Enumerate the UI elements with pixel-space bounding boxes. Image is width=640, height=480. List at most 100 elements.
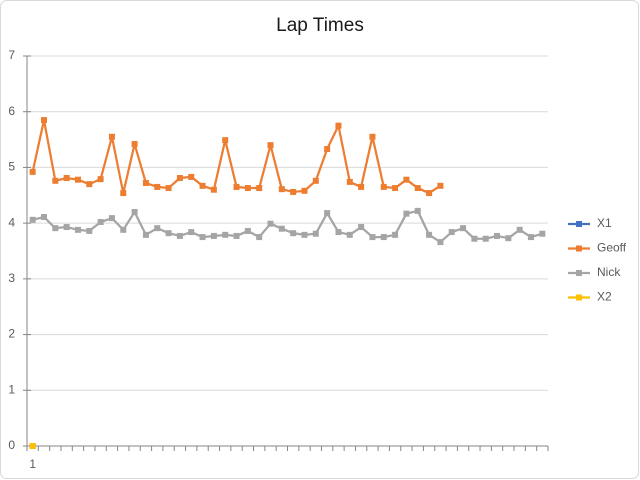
data-point xyxy=(40,117,47,124)
data-point xyxy=(29,216,36,223)
y-tick-label: 5 xyxy=(8,160,15,174)
series-line xyxy=(32,209,543,244)
data-point xyxy=(437,239,444,246)
legend-marker xyxy=(576,245,582,252)
data-point xyxy=(165,230,172,237)
data-point xyxy=(414,207,421,214)
y-tick-label: 3 xyxy=(8,271,15,285)
data-point xyxy=(369,133,376,140)
data-point xyxy=(358,224,365,231)
data-point xyxy=(448,229,455,236)
data-point xyxy=(97,219,104,226)
data-point xyxy=(86,227,93,234)
data-point xyxy=(471,235,478,242)
data-point xyxy=(528,234,535,241)
data-point xyxy=(482,235,489,242)
data-point xyxy=(74,226,81,233)
data-point xyxy=(97,176,104,183)
x-tick-label: 1 xyxy=(29,457,36,471)
chart-title: Lap Times xyxy=(276,15,364,36)
data-point xyxy=(120,226,127,233)
data-point xyxy=(335,122,342,129)
data-point xyxy=(244,227,251,234)
y-tick-label: 4 xyxy=(8,215,15,229)
data-point xyxy=(199,234,206,241)
data-point xyxy=(403,210,410,217)
data-point xyxy=(335,229,342,236)
legend-marker xyxy=(576,294,582,301)
data-point xyxy=(426,190,433,197)
data-point xyxy=(278,225,285,232)
data-point xyxy=(290,188,297,195)
data-point xyxy=(108,133,115,140)
data-point xyxy=(86,181,93,188)
data-point xyxy=(233,232,240,239)
data-point xyxy=(301,231,308,238)
y-tick-label: 0 xyxy=(8,438,15,452)
data-point xyxy=(199,182,206,189)
y-tick-label: 2 xyxy=(8,327,15,341)
data-point xyxy=(301,187,308,194)
data-point xyxy=(290,230,297,237)
data-point xyxy=(52,177,59,184)
y-tick-label: 1 xyxy=(8,382,15,396)
y-tick-label: 6 xyxy=(8,104,15,118)
data-point xyxy=(324,210,331,217)
data-point xyxy=(380,234,387,241)
data-point xyxy=(346,178,353,185)
data-point xyxy=(256,185,263,192)
data-point xyxy=(494,232,501,239)
data-point xyxy=(312,177,319,184)
legend-label: Geoff xyxy=(597,241,627,255)
data-point xyxy=(539,230,546,237)
data-point xyxy=(63,224,70,231)
data-point xyxy=(29,168,36,175)
legend-label: X2 xyxy=(597,290,612,304)
data-point xyxy=(176,175,183,182)
legend-label: X1 xyxy=(597,216,612,230)
legend-marker xyxy=(576,221,582,227)
data-point xyxy=(52,225,59,232)
data-point xyxy=(392,231,399,238)
y-tick-label: 7 xyxy=(8,48,15,62)
data-point xyxy=(154,183,161,190)
data-point xyxy=(426,231,433,238)
data-point xyxy=(437,182,444,189)
legend-marker xyxy=(576,270,582,276)
data-point xyxy=(516,226,523,233)
data-point xyxy=(63,175,70,182)
data-point xyxy=(188,173,195,180)
data-point xyxy=(29,443,36,449)
data-point xyxy=(188,229,195,236)
data-point xyxy=(312,230,319,237)
data-point xyxy=(460,225,467,232)
data-point xyxy=(233,183,240,190)
data-point xyxy=(278,186,285,193)
data-point xyxy=(142,180,149,187)
data-point xyxy=(120,190,127,197)
data-point xyxy=(222,231,229,238)
data-point xyxy=(256,234,263,241)
data-point xyxy=(267,142,274,149)
data-point xyxy=(210,232,217,239)
data-point xyxy=(154,225,161,232)
data-point xyxy=(176,232,183,239)
data-point xyxy=(244,185,251,192)
data-point xyxy=(380,183,387,190)
data-point xyxy=(142,231,149,238)
data-point xyxy=(165,185,172,192)
data-point xyxy=(108,215,115,222)
data-point xyxy=(403,176,410,183)
legend-label: Nick xyxy=(597,265,621,279)
data-point xyxy=(414,185,421,192)
data-point xyxy=(210,186,217,193)
data-point xyxy=(131,141,138,148)
data-point xyxy=(392,185,399,192)
data-point xyxy=(369,234,376,241)
data-point xyxy=(131,209,138,215)
data-point xyxy=(40,214,47,221)
data-point xyxy=(267,220,274,227)
data-point xyxy=(346,231,353,238)
